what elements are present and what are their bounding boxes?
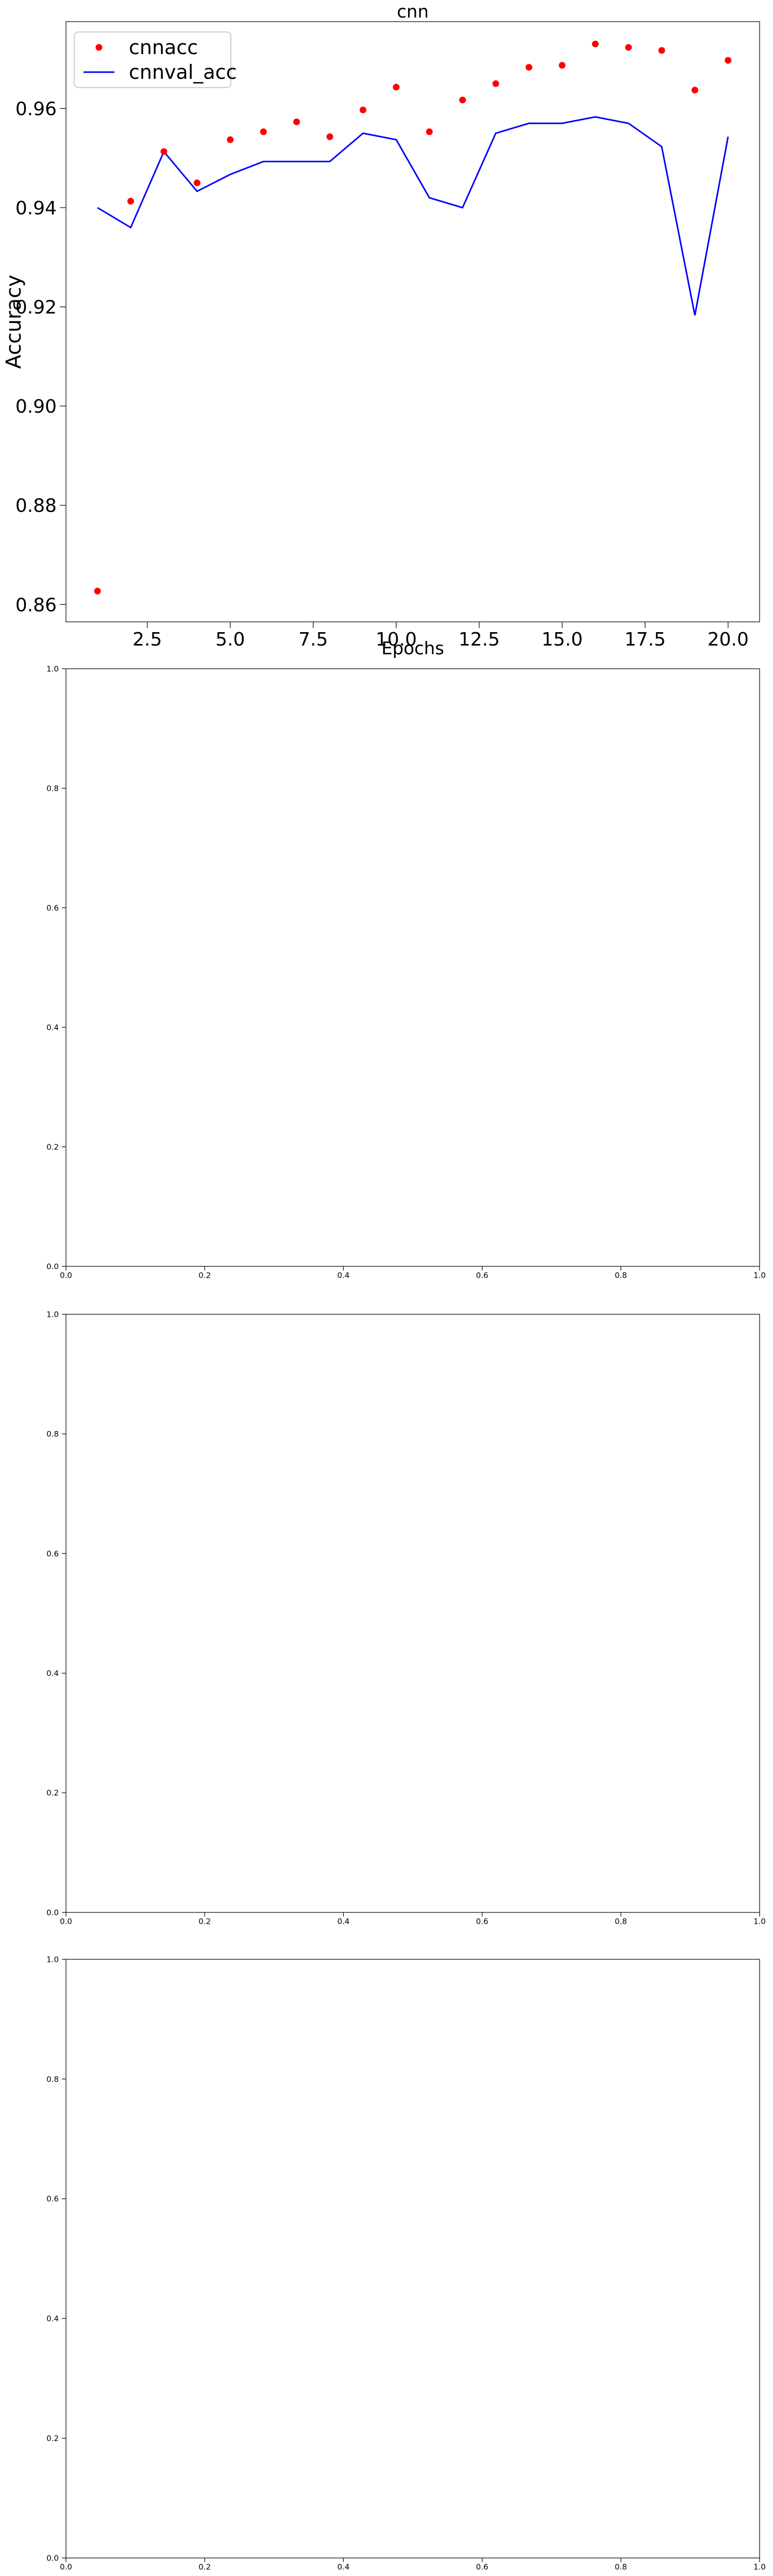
chart-panel-2: 0.0 0.2 0.4 0.6 0.8 1.0 0.0 0.2 0.4 0.6 0.8 1.0 bbox=[46, 664, 766, 1280]
x-tick-label: 5.0 bbox=[215, 629, 245, 650]
y-tick-label: 0.2 bbox=[46, 1788, 59, 1798]
y-tick-label: 0.4 bbox=[46, 1669, 59, 1678]
data-point-cnnacc bbox=[227, 136, 234, 143]
data-point-cnnacc bbox=[525, 64, 532, 71]
x-tick-label: 0.2 bbox=[198, 1270, 211, 1280]
x-tick-label: 0.4 bbox=[337, 1917, 349, 1926]
chart-panel-3: 0.0 0.2 0.4 0.6 0.8 1.0 0.0 0.2 0.4 0.6 0.8 1.0 bbox=[46, 1310, 766, 1926]
data-point-cnnacc bbox=[94, 587, 101, 595]
y-tick-label: 0.6 bbox=[46, 903, 59, 912]
data-point-cnnacc bbox=[725, 57, 732, 64]
y-tick-label: 0.4 bbox=[46, 1023, 59, 1032]
y-tick-label: 0.88 bbox=[15, 496, 57, 517]
x-tick-label: 12.5 bbox=[459, 629, 500, 650]
legend-label-cnnval_acc: cnnval_acc bbox=[129, 61, 237, 83]
data-point-cnnacc bbox=[658, 47, 665, 54]
y-tick-label: 0.0 bbox=[46, 2553, 59, 2563]
x-tick-label: 0.2 bbox=[198, 1917, 211, 1926]
x-tick-label: 0.8 bbox=[615, 2562, 627, 2571]
chart-panel-1: 2.5 5.0 7.5 10.0 12.5 15.0 17.5 20.0 0.86 0.88 0.9… bbox=[2, 2, 760, 659]
legend-box bbox=[74, 31, 231, 88]
data-point-cnnacc bbox=[359, 106, 366, 113]
x-tick-label: 1.0 bbox=[753, 2562, 766, 2571]
y-tick-label: 0.6 bbox=[46, 1549, 59, 1558]
y-tick-label: 0.96 bbox=[15, 98, 57, 120]
x-tick-label: 1.0 bbox=[753, 1270, 766, 1280]
y-tick-label: 0.8 bbox=[46, 2075, 59, 2084]
legend-marker-cnnacc bbox=[95, 44, 103, 51]
data-point-cnnacc bbox=[260, 128, 267, 135]
y-tick-label: 0.92 bbox=[15, 297, 57, 318]
y-tick-label: 1.0 bbox=[46, 1955, 59, 1964]
x-tick-label: 10.0 bbox=[376, 629, 417, 650]
data-point-cnnacc bbox=[625, 44, 632, 51]
y-tick-label: 1.0 bbox=[46, 664, 59, 673]
x-tick-label: 0.2 bbox=[198, 2562, 211, 2571]
x-tick-label: 0.8 bbox=[615, 1270, 627, 1280]
y-tick-label: 0.8 bbox=[46, 784, 59, 793]
data-point-cnnacc bbox=[492, 80, 499, 87]
y-axis-label: Accuracy bbox=[2, 275, 26, 369]
y-tick-label: 0.6 bbox=[46, 2194, 59, 2204]
data-point-cnnacc bbox=[592, 40, 599, 47]
x-tick-label: 0.6 bbox=[476, 2562, 489, 2571]
y-tick-label: 0.4 bbox=[46, 2314, 59, 2324]
data-point-cnnacc bbox=[459, 96, 466, 104]
x-tick-label: 0.4 bbox=[337, 2562, 349, 2571]
data-point-cnnacc bbox=[559, 62, 566, 69]
legend-label-cnnacc: cnnacc bbox=[129, 36, 198, 59]
x-tick-label: 0.6 bbox=[476, 1917, 489, 1926]
y-tick-label: 1.0 bbox=[46, 1310, 59, 1319]
x-tick-label: 0.6 bbox=[476, 1270, 489, 1280]
x-tick-label: 2.5 bbox=[132, 629, 162, 650]
data-point-cnnacc bbox=[193, 179, 200, 187]
x-tick-label: 0.0 bbox=[60, 1270, 72, 1280]
y-tick-label: 0.90 bbox=[15, 396, 57, 417]
data-point-cnnacc bbox=[293, 118, 300, 125]
x-tick-label: 15.0 bbox=[542, 629, 583, 650]
y-tick-label: 0.2 bbox=[46, 1142, 59, 1151]
y-tick-label: 0.86 bbox=[15, 595, 57, 616]
data-point-cnnacc bbox=[691, 87, 698, 94]
y-tick-label: 0.94 bbox=[15, 198, 57, 219]
chart-title: cnn bbox=[397, 2, 429, 22]
y-tick-label: 0.8 bbox=[46, 1430, 59, 1439]
x-tick-label: 17.5 bbox=[625, 629, 666, 650]
data-point-cnnacc bbox=[127, 198, 135, 205]
plot-frame bbox=[65, 21, 760, 622]
x-tick-label: 0.8 bbox=[615, 1917, 627, 1926]
y-tick-label: 0.2 bbox=[46, 2434, 59, 2443]
data-point-cnnacc bbox=[393, 83, 400, 91]
plot-frame bbox=[65, 1314, 760, 1913]
plot-frame bbox=[65, 668, 760, 1267]
x-tick-label: 0.0 bbox=[60, 2562, 72, 2571]
plot-frame bbox=[65, 1959, 760, 2558]
x-tick-label: 7.5 bbox=[298, 629, 328, 650]
x-tick-label: 20.0 bbox=[708, 629, 749, 650]
data-point-cnnacc bbox=[160, 148, 167, 155]
x-tick-label: 0.4 bbox=[337, 1270, 349, 1280]
x-axis-label: Epochs bbox=[381, 638, 444, 659]
data-point-cnnacc bbox=[326, 133, 333, 140]
x-tick-label: 1.0 bbox=[753, 1917, 766, 1926]
y-tick-label: 0.0 bbox=[46, 1908, 59, 1917]
chart-panel-4: 0.0 0.2 0.4 0.6 0.8 1.0 0.0 0.2 0.4 0.6 0.8 1.0 bbox=[46, 1955, 766, 2571]
x-tick-label: 0.0 bbox=[60, 1917, 72, 1926]
y-tick-label: 0.0 bbox=[46, 1262, 59, 1271]
data-point-cnnacc bbox=[426, 128, 433, 135]
series-line-cnnval_acc bbox=[97, 116, 729, 316]
